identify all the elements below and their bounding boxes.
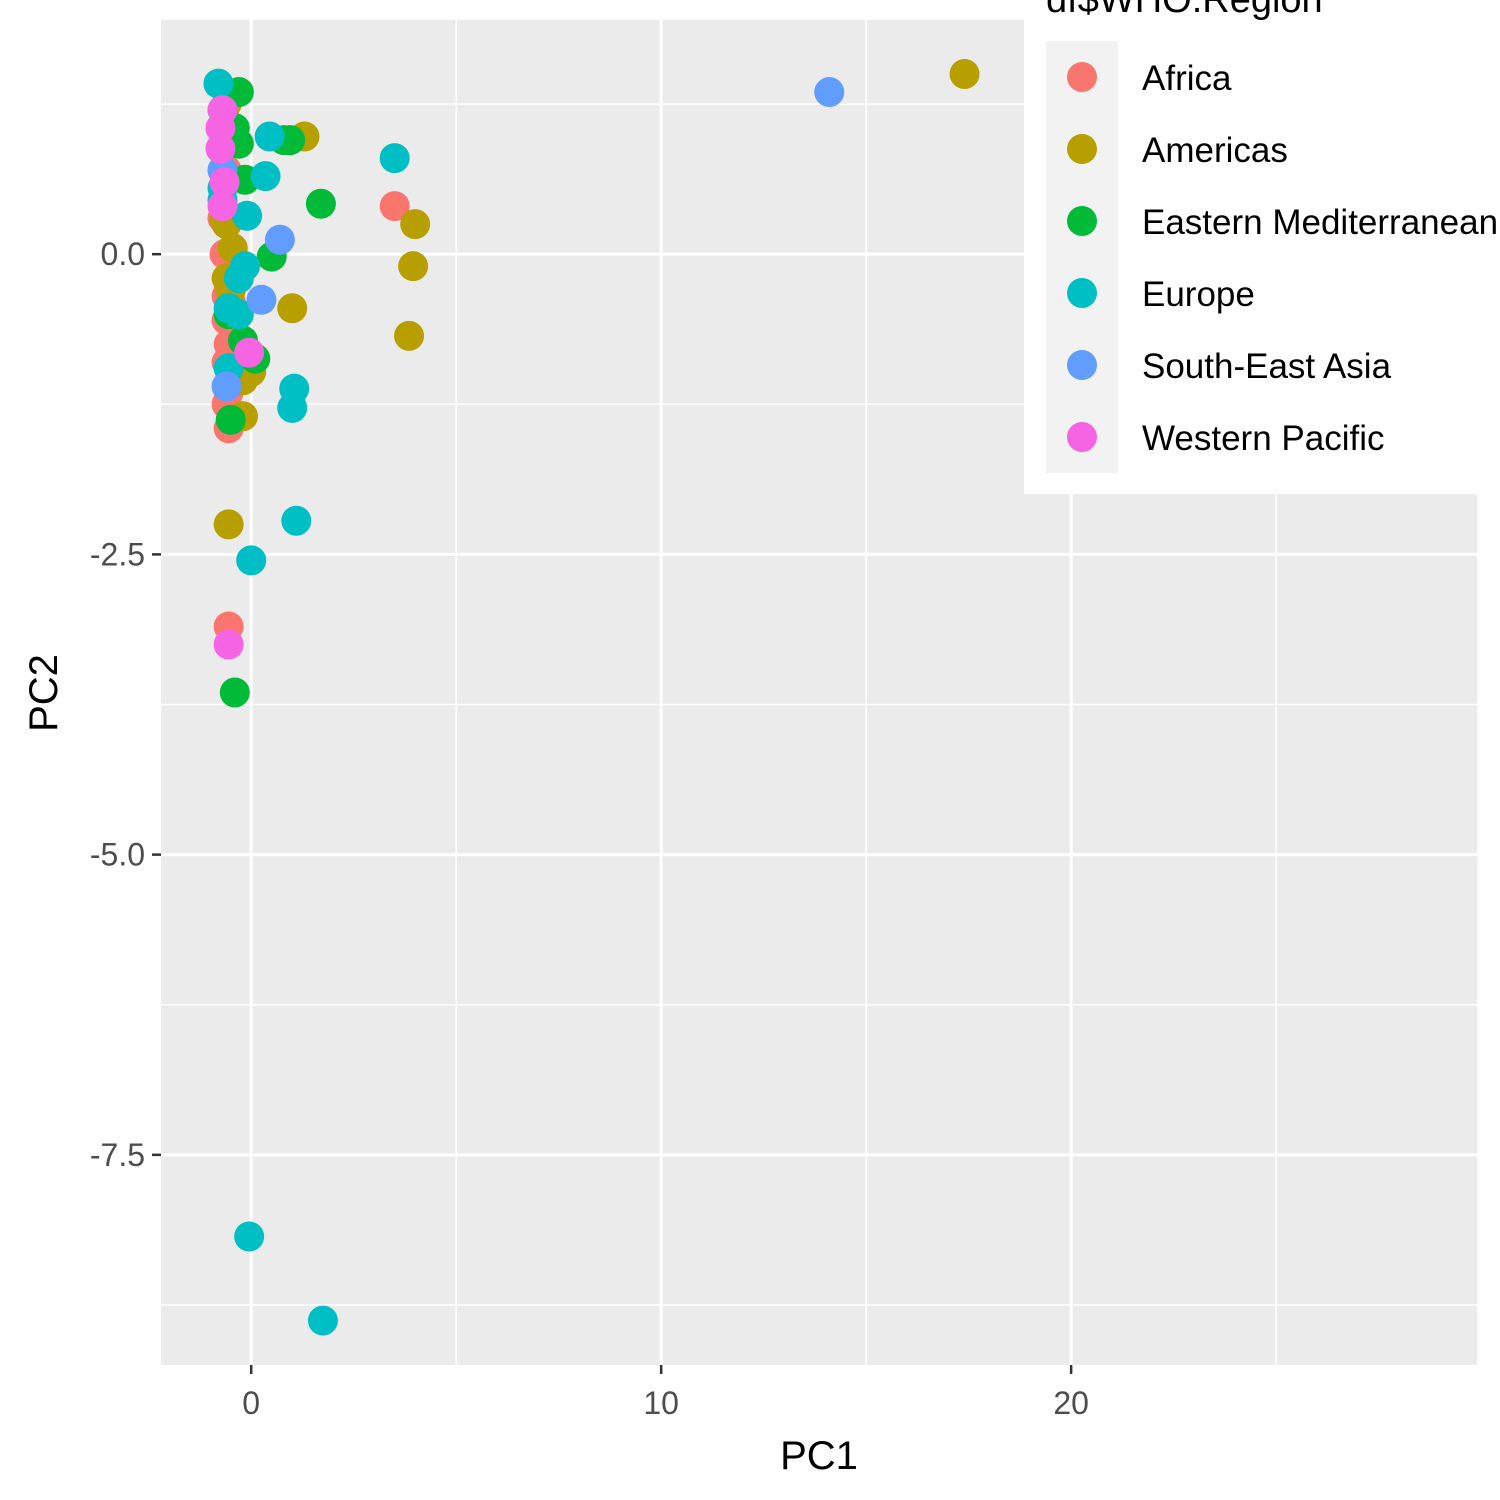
point-europe xyxy=(379,143,410,174)
y-tick-label: -7.5 xyxy=(90,1137,145,1173)
point-south-east-asia xyxy=(814,77,845,108)
point-americas xyxy=(400,209,431,240)
legend: df$WHO.Region Africa Americas Eastern Medi… xyxy=(1024,0,1500,494)
y-tick-label: 0.0 xyxy=(101,236,145,272)
legend-key-dot xyxy=(1067,62,1097,92)
legend-label: Western Pacific xyxy=(1142,419,1385,458)
point-eastern-mediterranean xyxy=(305,188,336,219)
y-axis: 0.0 -2.5 -5.0 -7.5 xyxy=(90,236,161,1173)
point-americas xyxy=(277,293,308,324)
point-americas xyxy=(398,251,429,282)
point-europe xyxy=(250,161,281,192)
point-europe xyxy=(254,121,285,152)
x-axis: 0 10 20 xyxy=(242,1365,1089,1421)
point-europe xyxy=(232,200,263,231)
legend-key-dot xyxy=(1067,422,1097,452)
legend-key-dot xyxy=(1067,206,1097,236)
y-axis-title: PC2 xyxy=(22,654,66,732)
point-eastern-mediterranean xyxy=(219,677,250,708)
point-eastern-mediterranean xyxy=(215,404,246,435)
point-europe xyxy=(213,293,244,324)
legend-key-dot xyxy=(1067,134,1097,164)
point-western-pacific xyxy=(205,133,236,164)
point-americas xyxy=(949,59,980,90)
point-south-east-asia xyxy=(246,284,277,315)
point-europe xyxy=(236,545,267,576)
legend-label: Europe xyxy=(1142,275,1255,314)
legend-label: Eastern Mediterranean xyxy=(1142,203,1498,242)
legend-label: South-East Asia xyxy=(1142,347,1392,386)
y-tick-label: -2.5 xyxy=(90,536,145,572)
legend-label: Americas xyxy=(1142,131,1288,170)
point-americas xyxy=(213,509,244,540)
point-western-pacific xyxy=(207,191,238,222)
y-tick-label: -5.0 xyxy=(90,837,145,873)
point-western-pacific xyxy=(209,167,240,198)
x-tick-label: 0 xyxy=(242,1385,260,1421)
data-points xyxy=(203,59,980,1336)
legend-label: Africa xyxy=(1142,59,1232,98)
point-south-east-asia xyxy=(211,371,242,402)
point-europe xyxy=(203,68,234,99)
point-europe xyxy=(281,505,312,536)
x-tick-label: 20 xyxy=(1053,1385,1089,1421)
point-americas xyxy=(394,320,425,351)
point-western-pacific xyxy=(234,337,265,368)
x-axis-title: PC1 xyxy=(780,1434,858,1478)
point-europe xyxy=(307,1305,338,1336)
legend-key-dot xyxy=(1067,278,1097,308)
point-western-pacific xyxy=(213,629,244,660)
legend-title: df$WHO.Region xyxy=(1046,0,1323,21)
legend-entries: Africa Americas Eastern Mediterranean Europ… xyxy=(1046,41,1498,473)
x-tick-label: 10 xyxy=(643,1385,679,1421)
point-europe xyxy=(223,263,254,294)
point-europe xyxy=(234,1221,265,1252)
point-europe xyxy=(277,392,308,423)
point-south-east-asia xyxy=(264,224,295,255)
legend-key-dot xyxy=(1067,350,1097,380)
point-africa xyxy=(379,191,410,222)
